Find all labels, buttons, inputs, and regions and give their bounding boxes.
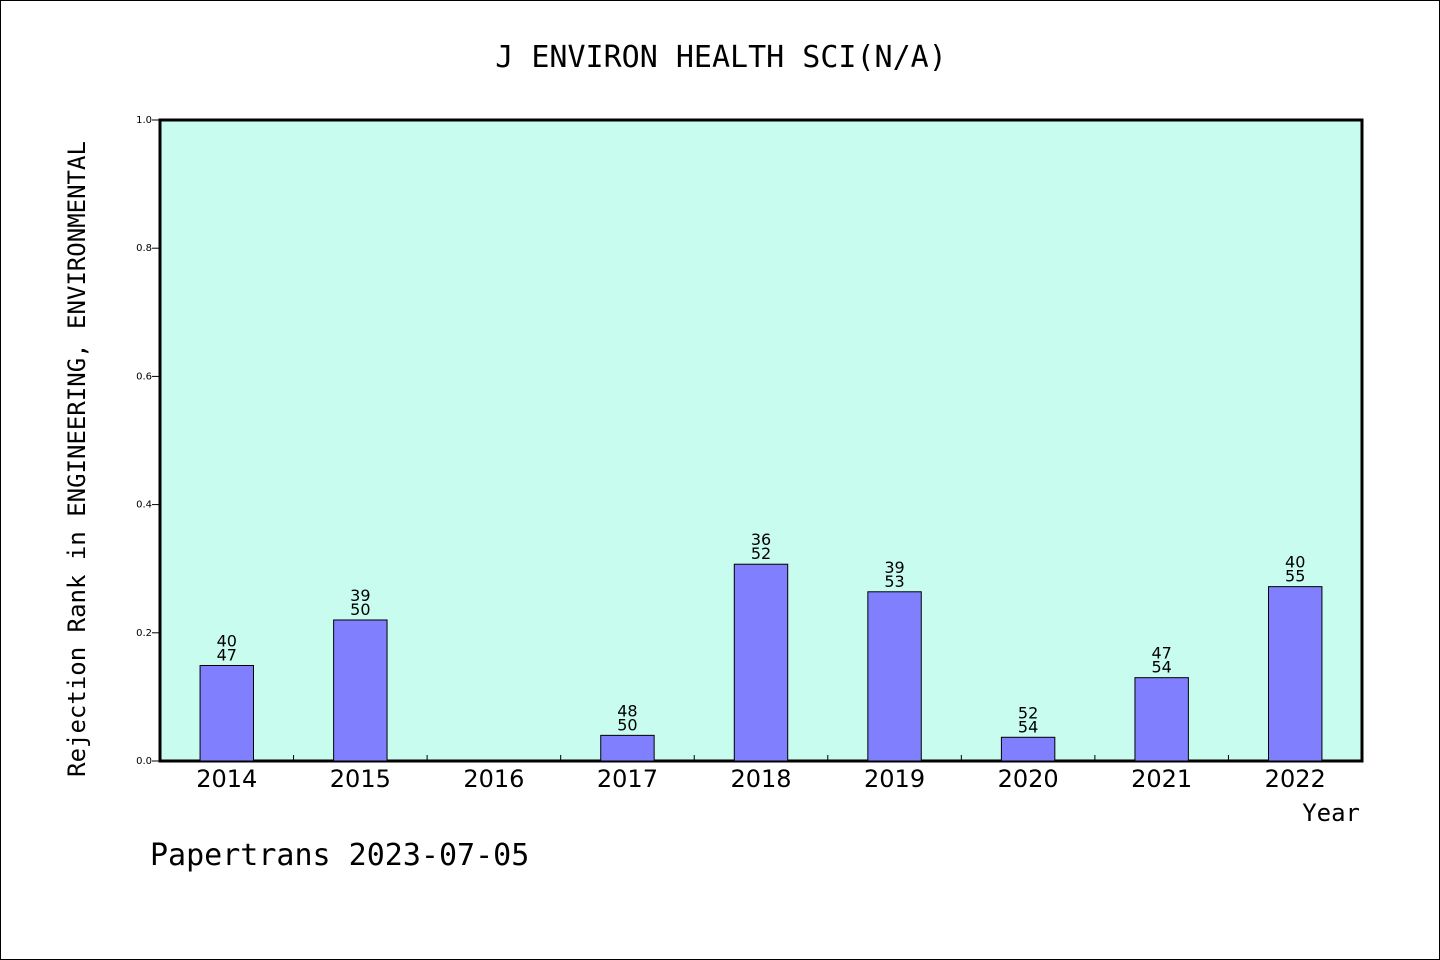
bar-2022 bbox=[1268, 586, 1323, 762]
bar-label-top-2019: 39 bbox=[884, 558, 904, 577]
bars-group bbox=[199, 563, 1323, 762]
bar-label-top-2020: 52 bbox=[1018, 703, 1038, 722]
bar-label-bottom-2018: 52 bbox=[751, 544, 771, 563]
bar-label-top-2015: 39 bbox=[350, 586, 370, 605]
bar-label-bottom-2019: 53 bbox=[884, 572, 904, 591]
bar-2021 bbox=[1134, 677, 1189, 762]
y-tick-label: 0.2 bbox=[136, 628, 152, 639]
y-tick-label: 0.4 bbox=[136, 500, 152, 511]
bar-2017 bbox=[600, 734, 655, 762]
y-axis-label: Rejection Rank in ENGINEERING, ENVIRONME… bbox=[63, 141, 91, 777]
bar-label-bottom-2017: 50 bbox=[617, 715, 637, 734]
bar-label-top-2017: 48 bbox=[617, 701, 637, 720]
bar-label-top-2018: 36 bbox=[751, 530, 771, 549]
bar-label-top-2014: 40 bbox=[217, 631, 237, 650]
x-tick-label-2020: 2020 bbox=[998, 765, 1059, 793]
x-ticks-group: 2014 2015 2016 2017 2018 2019 2020 2021 2022 bbox=[196, 755, 1326, 793]
bar-2015 bbox=[333, 619, 388, 762]
bar-2014 bbox=[199, 664, 254, 762]
x-tick-label-2015: 2015 bbox=[330, 765, 391, 793]
bar-label-bottom-2014: 47 bbox=[217, 645, 237, 664]
x-tick-label-2022: 2022 bbox=[1265, 765, 1326, 793]
y-tick-label: 1.0 bbox=[136, 115, 152, 126]
x-tick-label-2019: 2019 bbox=[864, 765, 925, 793]
y-tick-label: 0.0 bbox=[136, 756, 152, 767]
bar-label-bottom-2021: 54 bbox=[1151, 658, 1171, 677]
x-tick-label-2016: 2016 bbox=[463, 765, 524, 793]
bar-2018 bbox=[733, 563, 789, 762]
bar-label-bottom-2022: 55 bbox=[1285, 567, 1305, 586]
x-tick-label-2017: 2017 bbox=[597, 765, 658, 793]
bar-label-bottom-2015: 50 bbox=[350, 600, 370, 619]
x-axis-label: Year bbox=[1302, 799, 1360, 827]
y-tick-label: 0.8 bbox=[136, 243, 152, 254]
y-ticks-group: 0.0 0.2 0.4 0.6 0.8 1.0 bbox=[136, 115, 160, 767]
bar-2019 bbox=[867, 591, 922, 762]
y-tick-label: 0.6 bbox=[136, 371, 152, 382]
bar-2020 bbox=[1000, 736, 1056, 762]
bar-label-bottom-2020: 54 bbox=[1018, 717, 1038, 736]
bar-label-top-2022: 40 bbox=[1285, 553, 1305, 572]
x-tick-label-2014: 2014 bbox=[196, 765, 257, 793]
x-tick-label-2018: 2018 bbox=[730, 765, 791, 793]
bar-label-top-2021: 47 bbox=[1151, 644, 1171, 663]
footer-credit: Papertrans 2023-07-05 bbox=[150, 838, 529, 873]
chart-title: J ENVIRON HEALTH SCI(N/A) bbox=[495, 40, 947, 75]
x-tick-label-2021: 2021 bbox=[1131, 765, 1192, 793]
